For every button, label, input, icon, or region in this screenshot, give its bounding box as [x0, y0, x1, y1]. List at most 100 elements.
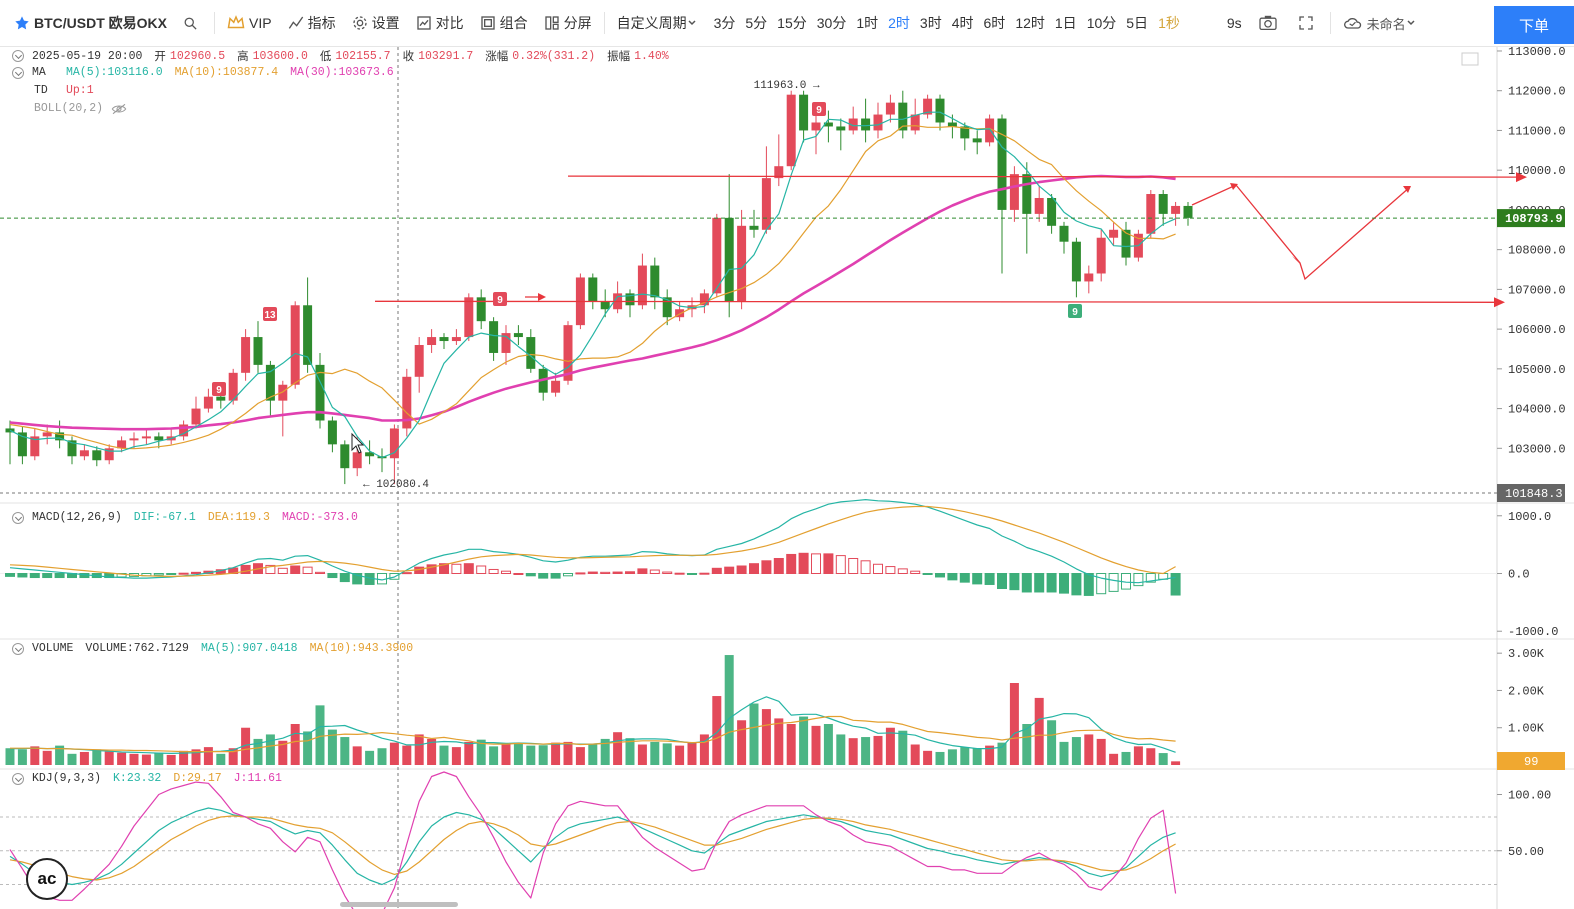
collapse-icon[interactable] — [12, 642, 24, 655]
mouse-cursor-icon — [351, 432, 365, 454]
toolbar: BTC/USDT 欧易OKX VIP 指标 设置 对比 组合 分屏 自定义周期 … — [0, 0, 1574, 47]
collapse-icon[interactable] — [12, 511, 24, 524]
price-tick-label: 107000.0 — [1508, 283, 1566, 297]
screenshot-button[interactable] — [1250, 0, 1290, 47]
amplitude-label: 振幅 — [607, 51, 631, 64]
macd-bar — [972, 573, 983, 585]
resistance-arrowhead — [1516, 172, 1527, 183]
fullscreen-button[interactable] — [1290, 0, 1326, 47]
low-value: 102155.7 — [335, 49, 391, 63]
candle-body — [154, 436, 164, 441]
custom-period-dropdown[interactable]: 自定义周期 — [609, 0, 709, 47]
split-screen-button[interactable]: 分屏 — [536, 0, 600, 47]
close-value: 103291.7 — [418, 49, 474, 63]
volume-bar — [104, 751, 114, 765]
volume-bar — [575, 747, 585, 765]
collapse-icon[interactable] — [12, 772, 24, 785]
volume-bar — [1071, 737, 1081, 765]
td-count-marker — [1068, 304, 1082, 318]
candle-body — [216, 396, 226, 401]
volume-bar — [451, 747, 461, 765]
period-10[interactable]: 1日 — [1054, 15, 1077, 31]
kdj-chart — [9, 771, 1177, 909]
volume-bar — [799, 716, 809, 765]
macd-bar — [153, 573, 164, 576]
cloud-icon — [1343, 18, 1361, 29]
period-2[interactable]: 15分 — [777, 15, 807, 31]
eye-hidden-icon[interactable] — [111, 103, 127, 115]
macd-bar — [674, 572, 685, 575]
period-5[interactable]: 2时 — [888, 15, 910, 31]
volume-bar — [253, 738, 263, 765]
star-icon[interactable] — [14, 15, 30, 31]
macd-bar — [315, 571, 325, 575]
volume-bar — [823, 724, 833, 765]
volume-bar — [675, 745, 685, 765]
refresh-interval[interactable]: 9s — [1219, 0, 1250, 47]
period-8[interactable]: 6时 — [983, 15, 1006, 31]
collapse-icon[interactable] — [12, 50, 24, 62]
period-4[interactable]: 1时 — [856, 15, 879, 31]
volume-bar — [17, 749, 27, 765]
volume-bar — [551, 742, 561, 765]
volume-bar — [5, 748, 15, 765]
boll-legend: BOLL(20,2) — [34, 102, 127, 115]
current-price-label: 108793.9 — [1505, 212, 1563, 226]
candle-body — [427, 337, 437, 346]
volume-bar — [749, 703, 759, 765]
period-3[interactable]: 30分 — [816, 15, 847, 31]
volume-bar — [179, 750, 189, 765]
indicators-label: 指标 — [307, 15, 336, 31]
collapse-icon[interactable] — [12, 66, 24, 79]
candle-body — [303, 305, 313, 365]
volume-bar — [563, 741, 573, 765]
candle-body — [92, 450, 102, 461]
candle-body — [203, 396, 213, 409]
settings-button[interactable]: 设置 — [344, 0, 408, 47]
high-label: 高 — [237, 51, 249, 64]
macd-bar — [835, 555, 846, 575]
combo-button[interactable]: 组合 — [472, 0, 536, 47]
compare-button[interactable]: 对比 — [408, 0, 472, 47]
chart-canvas[interactable]: 102000.0103000.0104000.0105000.0106000.0… — [0, 47, 1574, 909]
resistance-line — [567, 175, 1526, 178]
macd-bar — [525, 573, 536, 577]
compare-icon — [416, 16, 431, 30]
period-0[interactable]: 3分 — [713, 15, 736, 31]
macd-bar — [563, 573, 573, 577]
volume-bar — [898, 730, 908, 765]
macd-bar — [662, 571, 673, 575]
volume-bar — [1146, 748, 1156, 765]
macd-bar — [910, 570, 921, 575]
volume-bar — [625, 738, 635, 765]
volume-bar — [972, 748, 982, 765]
layout-name-dropdown[interactable]: 未命名 — [1335, 0, 1428, 47]
td-count-label: 9 — [1072, 307, 1078, 318]
period-13[interactable]: 1秒 — [1158, 15, 1180, 31]
volume-bar — [947, 749, 957, 765]
vip-button[interactable]: VIP — [219, 0, 280, 47]
vol-ma10-value: MA(10):943.3900 — [309, 642, 414, 655]
period-6[interactable]: 3时 — [919, 15, 942, 31]
open-value: 102960.5 — [169, 49, 226, 63]
period-12[interactable]: 5日 — [1126, 15, 1149, 31]
j-value: J:11.61 — [233, 772, 282, 785]
horizontal-scrollbar[interactable] — [340, 902, 458, 907]
indicators-button[interactable]: 指标 — [280, 0, 344, 47]
candle-body — [799, 94, 809, 131]
split-screen-label: 分屏 — [563, 15, 592, 31]
td-label: TD — [34, 84, 48, 97]
period-9[interactable]: 12时 — [1015, 15, 1045, 31]
order-button[interactable]: 下单 — [1494, 6, 1574, 44]
candle-body — [352, 452, 362, 469]
period-1[interactable]: 5分 — [745, 15, 768, 31]
period-11[interactable]: 10分 — [1086, 15, 1117, 31]
volume-bar — [526, 745, 536, 765]
period-7[interactable]: 4时 — [951, 15, 974, 31]
candle-body — [340, 444, 350, 469]
search-button[interactable] — [175, 0, 210, 47]
volume-bar — [985, 745, 995, 765]
candle-body — [848, 118, 858, 131]
symbol-selector[interactable]: BTC/USDT 欧易OKX — [0, 0, 175, 47]
